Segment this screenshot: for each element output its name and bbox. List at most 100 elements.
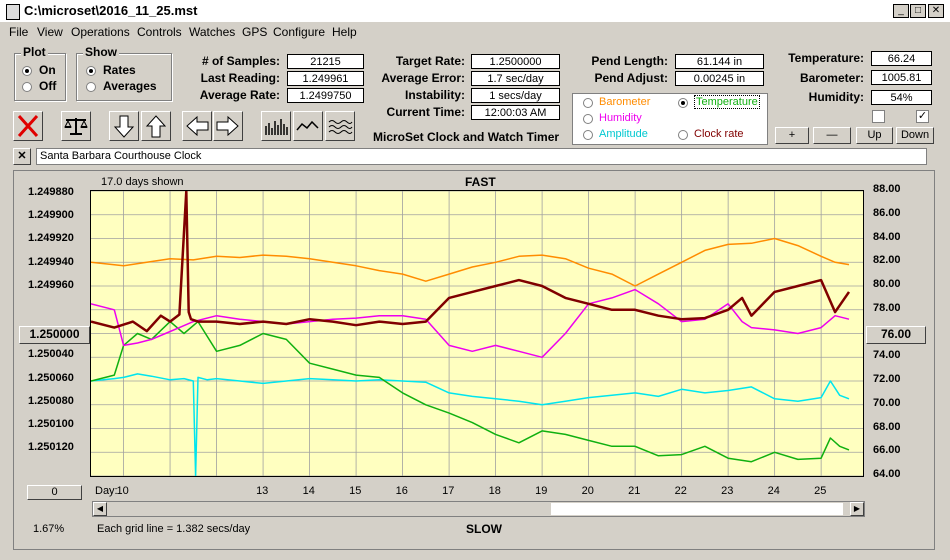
pend-adjust-label: Pend Adjust: xyxy=(594,71,668,85)
percent-label: 1.67% xyxy=(33,523,65,535)
temperature-label: Temperature: xyxy=(788,51,864,65)
minus-button[interactable]: — xyxy=(813,127,851,144)
close-window-button[interactable]: ✕ xyxy=(928,4,944,18)
left-tick-label: 1.249880 xyxy=(28,186,74,198)
up-button[interactable]: Up xyxy=(856,127,893,144)
checkbox-left[interactable] xyxy=(872,110,885,123)
balance-button[interactable] xyxy=(61,111,91,141)
wave-graph-icon xyxy=(328,120,353,134)
minimize-button[interactable]: _ xyxy=(893,4,909,18)
temperature-field: 66.24 xyxy=(871,51,932,66)
wave-graph-button[interactable] xyxy=(325,111,355,141)
samples-label: # of Samples: xyxy=(201,54,280,68)
menu-controls[interactable]: Controls xyxy=(137,25,182,39)
maximize-button[interactable]: □ xyxy=(910,4,926,18)
stop-button[interactable] xyxy=(13,111,43,141)
x-tick-label: 16 xyxy=(395,485,408,497)
show-averages-radio[interactable] xyxy=(86,82,96,92)
clear-clock-name-button[interactable]: ✕ xyxy=(13,148,31,165)
series-line-barometer xyxy=(91,237,850,287)
pend-length-field[interactable]: 61.144 in xyxy=(675,54,764,69)
scroll-thumb[interactable] xyxy=(551,503,843,515)
menu-configure[interactable]: Configure xyxy=(273,25,326,39)
show-averages-label: Averages xyxy=(103,79,157,93)
humidity-option: Humidity xyxy=(599,112,642,124)
amplitude-radio[interactable] xyxy=(583,130,593,140)
red-x-icon xyxy=(17,114,39,138)
day-prefix-label: Day: xyxy=(95,485,118,497)
menu-help[interactable]: Help xyxy=(332,25,357,39)
menu-gps[interactable]: GPS xyxy=(242,25,268,39)
menu-watches[interactable]: Watches xyxy=(189,25,236,39)
barometer-option: Barometer xyxy=(599,96,651,108)
series-line-temperature xyxy=(91,320,850,463)
scroll-left-icon[interactable]: ◀ xyxy=(93,502,107,516)
average-rate-field: 1.2499750 xyxy=(287,88,364,103)
menu-view[interactable]: View xyxy=(37,25,63,39)
chart-frame xyxy=(13,170,935,550)
right-tick-label: 70.00 xyxy=(873,396,901,409)
scroll-right-icon[interactable]: ▶ xyxy=(850,502,864,516)
clock-rate-option: Clock rate xyxy=(694,128,744,140)
show-rates-label: Rates xyxy=(103,63,136,77)
line-graph-button[interactable] xyxy=(293,111,323,141)
checkbox-right[interactable]: ✓ xyxy=(916,110,929,123)
pend-adjust-field: 0.00245 in xyxy=(675,71,764,86)
zero-button[interactable]: 0 xyxy=(27,485,82,500)
horizontal-scrollbar[interactable]: ◀ ▶ xyxy=(92,501,865,517)
clock-rate-radio[interactable] xyxy=(678,130,688,140)
left-tick-label: 1.250060 xyxy=(28,371,74,384)
right-tick-label: 72.00 xyxy=(873,373,901,385)
target-rate-label: Target Rate: xyxy=(395,54,465,68)
left-tick-label: 1.250100 xyxy=(28,418,74,430)
target-rate-field[interactable]: 1.2500000 xyxy=(471,54,560,69)
down-button[interactable]: Down xyxy=(896,127,934,144)
barometer-radio[interactable] xyxy=(583,98,593,108)
arrow-right-button[interactable] xyxy=(213,111,243,141)
title-bar: C:\microset\2016_11_25.mst _ □ ✕ xyxy=(0,0,950,23)
show-rates-radio[interactable] xyxy=(86,66,96,76)
grid-lines xyxy=(91,191,863,476)
humidity-radio[interactable] xyxy=(583,114,593,124)
plot-area[interactable] xyxy=(90,190,864,477)
samples-field: 21215 xyxy=(287,54,364,69)
arrow-down-button[interactable] xyxy=(109,111,139,141)
current-time-field: 12:00:03 AM xyxy=(471,105,560,120)
bar-graph-button[interactable] xyxy=(261,111,291,141)
arrow-down-icon xyxy=(113,115,135,138)
right-highlight-button[interactable]: 76.00 xyxy=(866,326,926,344)
show-group: Show Rates Averages xyxy=(76,45,172,101)
plus-button[interactable]: + xyxy=(775,127,809,144)
arrow-right-icon xyxy=(216,115,239,137)
right-tick-label: 86.00 xyxy=(873,206,901,219)
average-error-field: 1.7 sec/day xyxy=(471,71,560,86)
app-icon xyxy=(6,4,20,20)
clock-name-input[interactable]: Santa Barbara Courthouse Clock xyxy=(36,148,927,165)
temperature-radio[interactable] xyxy=(678,98,688,108)
x-tick-label: 15 xyxy=(349,485,362,497)
menu-operations[interactable]: Operations xyxy=(71,25,130,39)
arrow-left-button[interactable] xyxy=(182,111,212,141)
grid-note-label: Each grid line = 1.382 secs/day xyxy=(97,523,251,535)
series-line-rate xyxy=(91,191,851,333)
right-tick-label: 66.00 xyxy=(873,444,901,457)
left-tick-label: 1.250040 xyxy=(28,348,74,361)
plot-off-radio[interactable] xyxy=(22,82,32,92)
left-highlight-button[interactable]: 1.250000 xyxy=(19,326,90,344)
last-reading-label: Last Reading: xyxy=(200,71,280,85)
plot-svg xyxy=(91,191,863,476)
arrow-up-button[interactable] xyxy=(141,111,171,141)
app-subtitle: MicroSet Clock and Watch Timer xyxy=(373,130,560,144)
plot-on-radio[interactable] xyxy=(22,66,32,76)
right-tick-label: 84.00 xyxy=(873,230,901,243)
left-tick-label: 1.249900 xyxy=(28,209,74,222)
bar-graph-icon xyxy=(265,119,288,135)
right-tick-label: 74.00 xyxy=(873,349,901,362)
last-reading-field: 1.249961 xyxy=(287,71,364,86)
slow-label: SLOW xyxy=(466,522,502,536)
balance-scale-icon xyxy=(64,118,88,135)
instability-label: Instability: xyxy=(404,88,465,102)
menu-file[interactable]: File xyxy=(9,25,29,39)
left-tick-label: 1.249920 xyxy=(28,232,74,245)
x-tick-label: 23 xyxy=(721,485,734,497)
